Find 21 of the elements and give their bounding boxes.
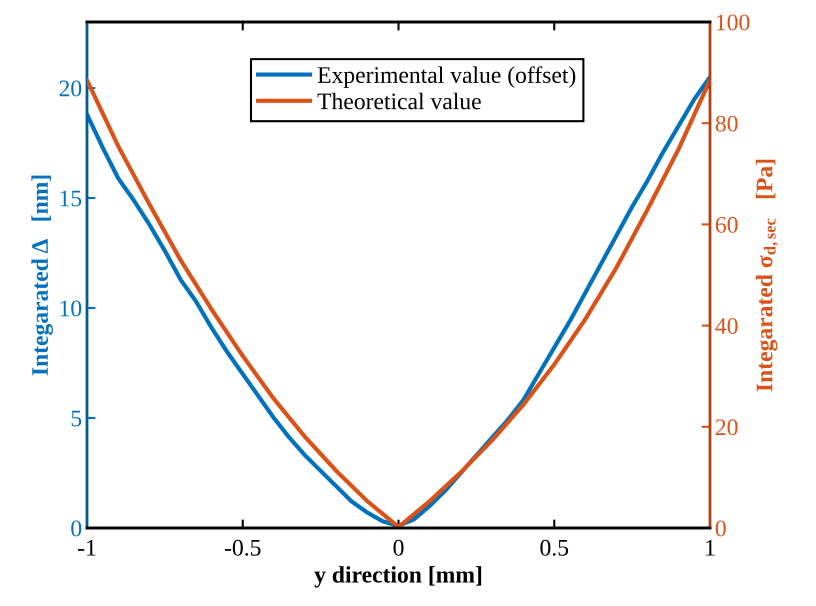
y-tick-label: 20 (60, 80, 82, 96)
y-tick-label: 10 (60, 300, 82, 316)
y2-tick-label: 40 (715, 318, 738, 334)
x-tick-label: 1 (706, 540, 714, 556)
x-axis-title: y direction [mm] (314, 566, 482, 588)
x-tick-label: -1 (78, 540, 96, 556)
y-tick-label: 0 (71, 520, 82, 536)
x-tick-label: -0.5 (224, 540, 261, 556)
y-tick-label: 5 (72, 410, 82, 426)
legend-label: Theoretical value (318, 92, 481, 110)
legend-label: Experimental value (offset) (318, 66, 576, 88)
x-tick-label: 0 (393, 540, 404, 556)
text: Integarated σ$_{d,sec}$ [Pa] (756, 160, 778, 392)
y2-tick-label: 100 (716, 14, 750, 30)
y-tick-label: 15 (60, 190, 82, 206)
y2-tick-label: 80 (716, 116, 738, 132)
y2-tick-label: 20 (716, 419, 738, 436)
x-tick-label: 0.5 (540, 540, 568, 556)
y2-tick-label: 60 (716, 216, 738, 233)
y2-tick-label: 0 (716, 520, 726, 536)
y-axis-title: Integarated Δ [nm] (31, 176, 53, 376)
